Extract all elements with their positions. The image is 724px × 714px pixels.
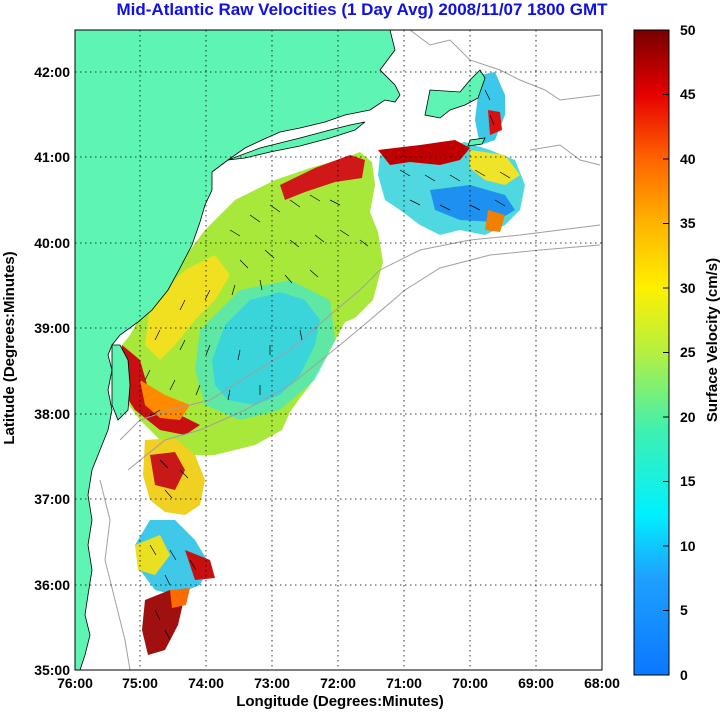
colorbar-tick-label: 5: [680, 602, 688, 618]
land-mainland: [75, 30, 401, 670]
velocity-patch-hatteras-orange: [170, 588, 190, 608]
colorbar-tick-label: 50: [680, 22, 696, 38]
colorbar-tick-label: 35: [680, 215, 696, 231]
y-tick-label: 36:00: [34, 577, 70, 593]
x-tick-label: 76:00: [57, 675, 93, 691]
land-long-island: [227, 121, 366, 161]
x-tick-label: 68:00: [584, 675, 620, 691]
velocity-patch-nc-yellow: [135, 535, 170, 575]
colorbar-tick-label: 0: [680, 667, 688, 683]
velocity-patch-cyan-ring: [195, 280, 335, 420]
colorbar-tick-label: 20: [680, 409, 696, 425]
bathymetry-contours: [99, 30, 601, 670]
velocity-patch-red-delaware: [122, 345, 200, 435]
colorbar-label: Surface Velocity (cm/s): [704, 258, 721, 422]
x-tick-label: 72:00: [320, 675, 356, 691]
velocity-patch-sne-red: [378, 140, 470, 165]
colorbar-tick-label: 15: [680, 473, 696, 489]
y-tick-label: 41:00: [34, 149, 70, 165]
land-capecod: [424, 69, 486, 119]
map-area: [75, 30, 602, 670]
velocity-patch-virginia-red: [150, 452, 185, 490]
colorbar-tick-label: 40: [680, 151, 696, 167]
y-tick-label: 35:00: [34, 662, 70, 678]
colorbar: 50 45 40 35 30 25 20 15 10 5 0 Surface V…: [633, 22, 721, 683]
velocity-patch-orange-east: [485, 210, 505, 232]
map-frame: [74, 29, 603, 671]
colorbar-tick-label: 45: [680, 86, 696, 102]
velocity-field: [118, 72, 525, 655]
velocity-arrows: [144, 89, 511, 641]
y-tick-label: 37:00: [34, 491, 70, 507]
velocity-patch-yellow-nj: [145, 255, 230, 360]
land-delmarva: [111, 344, 131, 421]
contour-deep: [127, 244, 601, 471]
y-axis-label: Latitude (Degrees:Minutes): [1, 251, 18, 444]
y-tick-label: 42:00: [34, 64, 70, 80]
contour-georges: [529, 144, 601, 166]
map-grid: [75, 30, 602, 670]
x-tick-label: 75:00: [122, 675, 158, 691]
x-axis-label: Longitude (Degrees:Minutes): [236, 693, 444, 710]
x-tick-label: 70:00: [452, 675, 488, 691]
figure-title: Mid-Atlantic Raw Velocities (1 Day Avg) …: [117, 0, 609, 19]
contour-gulf-of-maine: [409, 30, 601, 101]
contour-inner: [99, 479, 131, 670]
x-tick-label: 69:00: [518, 675, 554, 691]
colorbar-tick-label: 10: [680, 538, 696, 554]
y-tick-label: 38:00: [34, 406, 70, 422]
velocity-patch-orange-delaware: [140, 380, 190, 420]
velocity-patch-capecod-red: [488, 110, 502, 135]
x-tick-labels: 76:00 75:00 74:00 73:00 72:00 71:00 70:0…: [57, 675, 620, 691]
y-tick-label: 39:00: [34, 320, 70, 336]
landmass: [75, 30, 486, 670]
x-tick-label: 71:00: [386, 675, 422, 691]
colorbar-tick-label: 30: [680, 280, 696, 296]
y-tick-label: 40:00: [34, 235, 70, 251]
colorbar-ticks: [663, 29, 669, 611]
land-island-nantucket: [467, 137, 486, 147]
velocity-patch-nc-red: [185, 550, 215, 580]
velocity-patch-red-ny: [280, 155, 365, 200]
contour-shelf-break: [119, 224, 601, 441]
colorbar-tick-label: 25: [680, 344, 696, 360]
x-tick-label: 74:00: [188, 675, 224, 691]
x-tick-label: 73:00: [254, 675, 290, 691]
y-tick-labels: 42:00 41:00 40:00 39:00 38:00 37:00 36:0…: [34, 64, 70, 678]
